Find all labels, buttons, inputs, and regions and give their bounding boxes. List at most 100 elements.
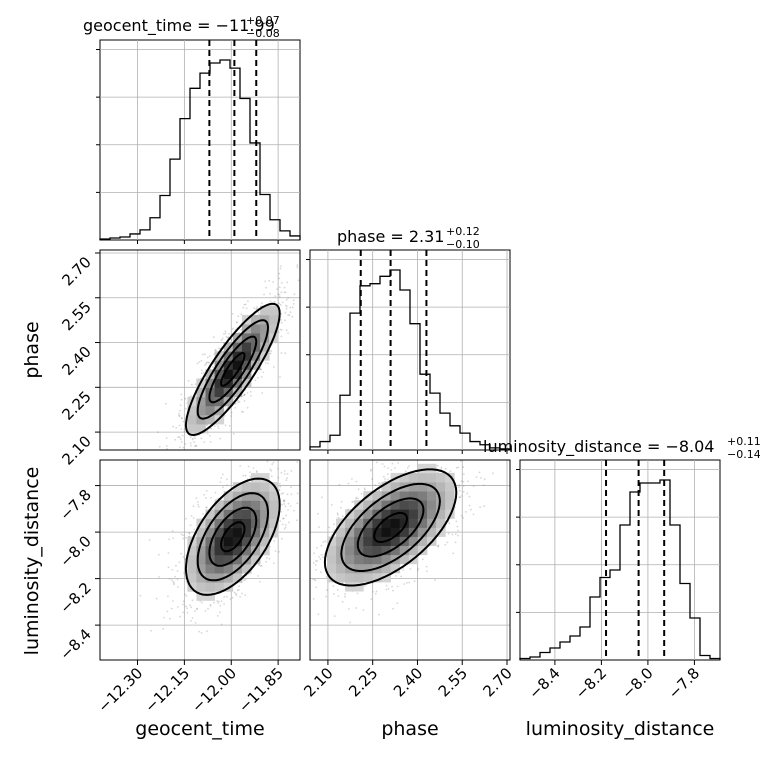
pair-1-density-cell [260,500,270,510]
pair-0-point [285,305,288,308]
pair-1-point [293,509,295,512]
pair-2-point [446,541,449,544]
pair-2-point [320,571,322,573]
pair-2-point [451,533,454,536]
pair-1-point [186,607,188,610]
pair-2-density-cell [345,518,355,528]
pair-1-density-cell [214,518,225,529]
pair-1-point [286,493,289,496]
pair-0-density-cell [214,360,225,370]
pair-0-point [253,307,256,309]
title-luminosity-distance: luminosity_distance = −8.04 [483,437,714,457]
pair-2-point [336,512,339,515]
pair-1-point [157,553,160,556]
pair-2-point [416,569,419,572]
pair-0-density-cell [205,405,215,416]
pair-0-point [181,434,184,437]
pair-2-density-cell [408,545,419,556]
pair-1-point [206,506,208,509]
pair-0-point [249,391,252,393]
pair-1-point [148,539,151,541]
pair-0-point [260,369,262,371]
pair-1-point [283,473,286,475]
hist-luminosity-distance-layer [516,460,721,660]
pair-2-density-cell [399,491,410,501]
panel-scatter-phase-luminosity-distance [309,459,511,661]
pair-1-point [235,594,238,597]
pair-0-point [231,327,234,330]
pair-1-density-cell [205,527,215,538]
pair-1-point [270,475,273,478]
pair-2-point [312,578,315,581]
pair-1-point [173,582,175,584]
pair-1-point [206,630,208,633]
pair-0-point [214,349,217,351]
pair-2-contour-1 [356,497,425,558]
pair-1-point [231,596,234,599]
pair-2-point [395,575,397,577]
pair-1-point [296,502,299,505]
pair-0-point [207,361,210,364]
pair-1-density-cell [223,564,234,574]
pair-2-point [458,496,461,499]
pair-2-density-cell [445,500,455,510]
frame-hist-phase [309,249,511,451]
pair-0-point [237,315,240,318]
pair-2-point [356,592,359,595]
pair-1-point [195,497,198,499]
pair-2-point [454,533,457,536]
pair-0-point [180,393,183,396]
pair-0-point [280,352,283,354]
pair-0-point [292,303,295,305]
pair-2-point [436,464,439,467]
ylabel-luminosity-distance: luminosity_distance [21,467,43,656]
pair-2-point [425,565,428,568]
pair-0-point [277,293,279,295]
pair-0-point [179,404,182,407]
pair-2-point [320,553,323,556]
pair-1-point [290,486,292,489]
title-luminosity-distance-sub: −0.14 [727,448,760,461]
pair-0-density-cell [205,414,215,425]
pair-1-density-cell [205,573,215,583]
pair-2-point [341,515,344,518]
pair-1-density-cell [214,582,225,592]
pair-2-point [459,460,462,462]
pair-1-point [285,479,288,482]
pair-2-density-cell [363,554,373,565]
ytick-label-phase-3: 2.55 [58,298,94,334]
pair-2-point [378,482,380,484]
pair-0-point [236,399,239,402]
pair-1-point [214,491,217,494]
pair-0-point [289,306,292,309]
pair-2-density-cell [381,509,391,519]
pair-0-point [280,329,283,331]
pair-1-density-cell [223,509,234,519]
pair-2-density-cell [390,536,401,546]
pair-2-point [364,585,366,587]
pair-1-density-cell [269,491,279,501]
pair-2-density-cell [336,563,346,574]
pair-0-point [178,436,181,439]
pair-1-density-cell [214,545,225,556]
pair-1-point [197,505,200,508]
pair-0-point [195,444,198,447]
pair-2-point [459,496,461,499]
pair-0-point [233,397,236,400]
pair-2-density-cell [399,500,410,510]
pair-1-density-cell [260,491,270,501]
pair-0-point [243,394,246,397]
pair-0-density-cell [251,323,261,334]
pair-0-point [184,407,187,410]
pair-0-point [158,445,161,448]
pair-0-point [234,407,237,409]
pair-1-point [186,612,189,614]
pair-2-point [337,516,340,519]
pair-0-point [260,376,263,378]
pair-1-point [200,632,203,634]
pair-1-density-cell [187,564,197,574]
pair-2-density-cell [436,491,446,501]
pair-1-point [221,473,224,476]
pair-2-density-cell [336,572,346,583]
pair-1-point [163,616,166,619]
